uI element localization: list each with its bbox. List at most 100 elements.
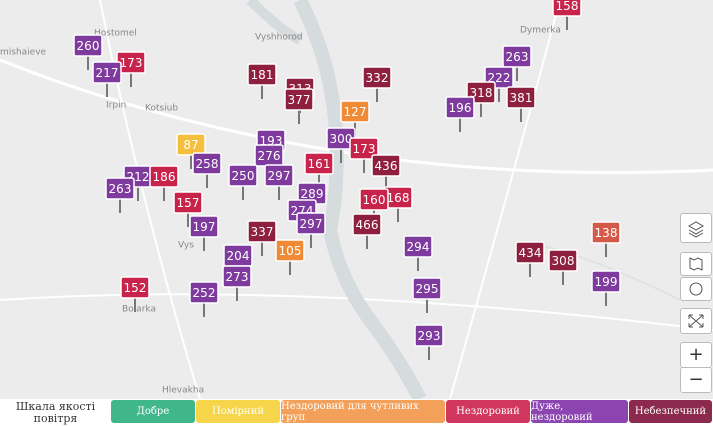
- aqi-marker[interactable]: 332: [362, 66, 392, 102]
- aqi-marker[interactable]: 273: [222, 265, 252, 301]
- aqi-marker[interactable]: 197: [189, 215, 219, 251]
- layers-button[interactable]: [680, 213, 712, 243]
- place-label: Vyshhorod: [255, 33, 303, 43]
- aqi-marker[interactable]: 263: [502, 45, 532, 81]
- marker-box: [515, 241, 545, 264]
- marker-label: 260: [77, 39, 100, 53]
- legend-level[interactable]: Нездоровий: [446, 400, 530, 423]
- marker-box: [189, 215, 219, 238]
- place-label: Hostomel: [94, 29, 137, 39]
- place-label: Kotsiub: [145, 104, 178, 114]
- marker-box: [264, 164, 294, 187]
- aqi-marker[interactable]: 337: [247, 220, 277, 256]
- marker-label: 466: [356, 218, 379, 232]
- marker-box: [247, 63, 277, 86]
- aqi-marker[interactable]: 173: [116, 51, 146, 87]
- marker-label: 138: [595, 226, 618, 240]
- marker-label: 168: [387, 191, 410, 205]
- aqi-marker[interactable]: 138: [591, 221, 621, 257]
- marker-box: [352, 213, 382, 236]
- aqi-marker[interactable]: 186: [149, 165, 179, 201]
- aqi-marker[interactable]: 217: [92, 61, 122, 97]
- fullscreen-button[interactable]: [680, 308, 712, 334]
- aqi-marker[interactable]: 161: [304, 152, 334, 188]
- marker-label: 173: [353, 142, 376, 156]
- legend: Шкала якості повітря Добре Помірний Нездор…: [0, 399, 713, 426]
- map-style-button[interactable]: [680, 252, 712, 276]
- aqi-marker[interactable]: 434: [515, 241, 545, 277]
- map-canvas[interactable]: Hostomel Vyshhorod Dymerka Irpin Kotsiub Hlev…: [0, 0, 713, 399]
- marker-label: 152: [124, 281, 147, 295]
- aqi-marker[interactable]: 294: [403, 235, 433, 271]
- aqi-marker[interactable]: 263: [105, 177, 135, 213]
- aqi-marker[interactable]: 252: [189, 281, 219, 317]
- marker-box: [222, 265, 252, 288]
- aqi-marker[interactable]: 377: [284, 88, 314, 124]
- map-icon: [689, 257, 703, 271]
- zoom-out[interactable]: −: [680, 367, 712, 393]
- marker-label: 297: [300, 217, 323, 231]
- aqi-marker[interactable]: 87: [176, 133, 206, 169]
- aqi-marker[interactable]: 157: [173, 191, 203, 227]
- legend-level[interactable]: Нездоровий для чутливих груп: [281, 400, 445, 423]
- aqi-marker[interactable]: 199: [591, 270, 621, 306]
- aqi-marker[interactable]: 297: [264, 164, 294, 200]
- aqi-marker[interactable]: 260: [73, 34, 103, 70]
- aqi-marker[interactable]: 196: [445, 96, 475, 132]
- legend-level[interactable]: Добре: [111, 400, 195, 423]
- marker-label: 252: [193, 286, 216, 300]
- marker-label: 250: [232, 169, 255, 183]
- aqi-marker[interactable]: 295: [412, 277, 442, 313]
- aqi-marker[interactable]: 308: [548, 249, 578, 285]
- aqi-marker[interactable]: 127: [340, 100, 370, 136]
- legend-level[interactable]: Дуже, нездоровий: [531, 400, 628, 423]
- marker-box: [506, 86, 536, 109]
- marker-box: [149, 165, 179, 188]
- marker-box: [412, 277, 442, 300]
- place-label: Hlevakha: [162, 386, 204, 396]
- marker-box: [502, 45, 532, 68]
- aqi-marker[interactable]: 152: [120, 276, 150, 312]
- marker-label: 434: [519, 246, 542, 260]
- aqi-marker[interactable]: 204: [223, 244, 253, 280]
- marker-box: [403, 235, 433, 258]
- zoom-in[interactable]: +: [680, 342, 712, 368]
- marker-label: 197: [193, 220, 216, 234]
- marker-box: [414, 324, 444, 347]
- marker-box: [371, 154, 401, 177]
- aqi-marker[interactable]: 181: [247, 63, 277, 99]
- globe-button[interactable]: [680, 277, 712, 301]
- marker-label: 161: [308, 157, 331, 171]
- marker-label: 294: [407, 240, 430, 254]
- legend-level[interactable]: Помірний: [196, 400, 280, 423]
- aqi-marker[interactable]: 466: [352, 213, 382, 249]
- marker-box: [304, 152, 334, 175]
- marker-label: 160: [363, 193, 386, 207]
- marker-label: 204: [227, 249, 250, 263]
- marker-label: 181: [251, 68, 274, 82]
- aqi-marker[interactable]: 105: [275, 239, 305, 275]
- aqi-marker[interactable]: 250: [228, 164, 258, 200]
- aqi-marker[interactable]: 158: [552, 0, 582, 30]
- marker-label: 105: [279, 244, 302, 258]
- legend-level[interactable]: Небезпечний: [629, 400, 712, 423]
- aqi-marker[interactable]: 293: [414, 324, 444, 360]
- aqi-marker[interactable]: 300: [326, 127, 356, 163]
- aqi-marker[interactable]: 276: [254, 144, 284, 180]
- globe-icon: [689, 282, 703, 296]
- legend-title: Шкала якості повітря: [15, 400, 96, 425]
- aqi-marker[interactable]: 173: [349, 137, 379, 173]
- marker-box: [105, 177, 135, 200]
- fullscreen-icon: [688, 314, 704, 328]
- aqi-marker[interactable]: 381: [506, 86, 536, 122]
- marker-label: 199: [595, 275, 618, 289]
- marker-label: 127: [344, 105, 367, 119]
- marker-label: 158: [556, 0, 579, 13]
- aqi-marker[interactable]: 297: [296, 212, 326, 248]
- marker-box: [92, 61, 122, 84]
- marker-label: 263: [109, 182, 132, 196]
- marker-label: 318: [470, 86, 493, 100]
- aqi-marker[interactable]: 258: [192, 152, 222, 188]
- marker-box: [73, 34, 103, 57]
- aqi-marker[interactable]: 436: [371, 154, 401, 190]
